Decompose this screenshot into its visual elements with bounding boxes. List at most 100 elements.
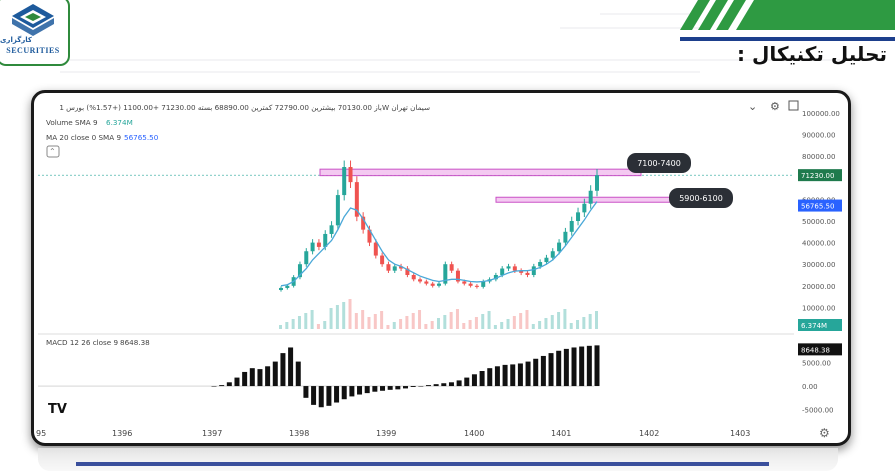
ma-line [280,201,598,287]
ma-tag-text: 56765.50 [801,203,834,211]
fullscreen-icon[interactable] [788,100,799,111]
candle [443,264,448,284]
volume-bar [297,316,301,329]
candle [392,266,397,271]
candle [449,264,454,271]
volume-bar [348,299,352,329]
macd-bar [403,386,408,389]
macd-bar [364,386,370,394]
volume-bar [386,325,390,329]
reflection-bar [76,462,769,466]
dropdown-icon[interactable]: ⌄ [748,100,757,113]
volume-bar [424,324,428,329]
volume-bar [367,317,371,329]
macd-value: 8648.38 [120,338,150,347]
macd-bar [357,386,363,395]
candle [582,203,587,213]
macd-tick: 0.00 [802,383,818,391]
volume-bar [380,311,384,329]
macd-bar [517,363,523,387]
macd-bar [318,386,324,408]
time-tick: 1402 [639,429,659,438]
zone-callout [627,153,691,173]
time-tick: 1396 [112,429,132,438]
macd-bar [372,386,378,392]
volume-bar [538,321,542,329]
macd-bar [471,374,477,387]
volume-bar [335,305,339,329]
volume-bar [430,321,434,329]
volume-bar [342,302,346,329]
macd-bar [341,386,347,400]
price-tick: 80000.00 [802,153,835,161]
macd-bar [540,355,546,387]
candle [437,283,441,286]
candle [405,268,410,275]
candle [595,175,599,191]
price-tick: 90000.00 [802,132,835,140]
macd-bar [242,371,248,387]
macd-tick: -5000.00 [802,407,833,415]
macd-bar [433,384,439,387]
volume-bar [550,315,554,329]
volume-bar [373,314,377,329]
volume-bar [588,314,592,329]
macd-bar [448,382,454,387]
volume-bar [493,325,497,329]
candle [455,270,460,282]
macd-bar [311,386,317,405]
chart-legend: باز 70130.00 بیشترین 72790.00 کمترین 688… [46,103,430,347]
volume-bar [474,317,478,329]
candle [557,242,562,252]
macd-bar [380,386,386,391]
candle [348,167,353,183]
macd-bar [387,386,393,390]
ma-value: 56765.50 [124,133,159,142]
volume-bar [557,312,561,329]
macd-bar [288,347,294,387]
time-tick: 1401 [551,429,571,438]
price-tick: 30000.00 [802,261,835,269]
candle [525,272,530,275]
candle [519,270,524,273]
zone-callout [669,188,733,208]
chart-settings-icon[interactable]: ⚙ [819,426,830,440]
macd-bar [303,386,309,398]
candle [538,262,543,267]
macd-bar [249,368,255,387]
candle [399,266,404,269]
volume-bar [392,322,396,329]
volume-bar [595,311,598,329]
collapse-icon[interactable] [46,145,60,158]
volume-bar [279,325,282,329]
candle [468,283,473,286]
chart-frame: ⌄ ⚙ ⌃ باز 70130.00 بیشترین 72790.00 کمتر… [31,90,851,446]
macd-tag [798,343,842,356]
candle [506,266,511,269]
candle [310,242,315,252]
price-chart[interactable]: ⌄ ⚙ ⌃ باز 70130.00 بیشترین 72790.00 کمتر… [34,93,848,443]
volume-bar [500,322,504,329]
settings-icon[interactable]: ⚙ [770,100,780,113]
volume-bar [437,318,440,329]
macd-bar [272,361,278,387]
candle [285,285,290,288]
macd-bar [571,347,577,387]
candle [279,287,283,291]
volume-bar [481,314,485,329]
volume-bar [310,310,314,329]
time-tick: 95 [36,429,46,438]
candle [531,266,536,275]
candle [424,281,429,284]
ma-tag [798,199,842,212]
volume-bar [411,313,415,329]
candle [569,221,574,232]
macd-bar [395,386,401,390]
macd-bar [579,346,585,387]
volume-bar [487,311,491,329]
price-tick: 40000.00 [802,240,835,248]
price-tick: 20000.00 [802,283,835,291]
volume-bar [462,323,466,329]
macd-bar [502,364,508,387]
